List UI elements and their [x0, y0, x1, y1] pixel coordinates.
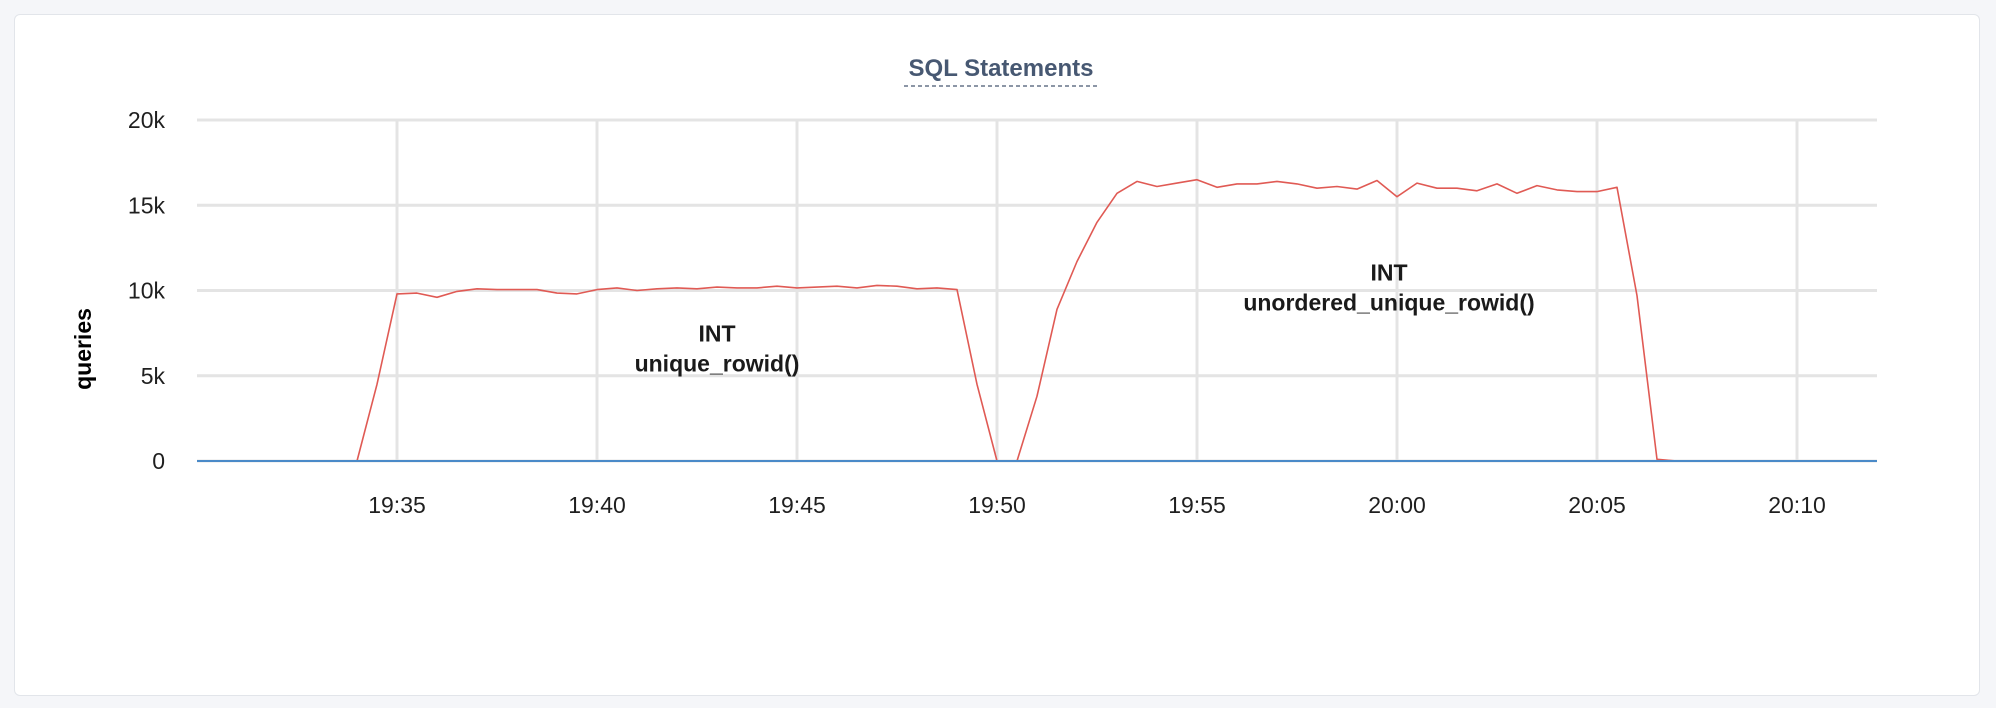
x-tick-label: 20:05: [1568, 492, 1626, 518]
annotation-2-line-1: INT: [1370, 259, 1407, 285]
y-tick-label: 0: [152, 448, 165, 474]
x-tick-label: 20:00: [1368, 492, 1426, 518]
annotation-1-line-1: INT: [698, 321, 735, 347]
annotation-layer: INT unique_rowid() INT unordered_unique_row…: [635, 259, 1535, 376]
series-layer: [197, 178, 1877, 462]
chart-title[interactable]: SQL Statements: [909, 55, 1094, 82]
grid: [197, 118, 1877, 463]
series-line-1: [197, 178, 1877, 462]
axis-layer: 0 5k 10k 15k 20k 19:35 19:40 19:45 19:50 19:55 20:…: [128, 107, 1826, 518]
x-tick-label: 19:50: [968, 492, 1026, 518]
annotation-2-line-2: unordered_unique_rowid(): [1243, 289, 1534, 315]
x-tick-label: 19:35: [368, 492, 426, 518]
chart-card: 0 5k 10k 15k 20k 19:35 19:40 19:45 19:50 19:55 20:…: [14, 14, 1980, 696]
x-tick-label: 19:45: [768, 492, 826, 518]
y-axis-label: queries: [70, 308, 96, 390]
annotation-1-line-2: unique_rowid(): [635, 351, 800, 377]
y-tick-label: 15k: [128, 192, 166, 218]
sql-statements-chart: 0 5k 10k 15k 20k 19:35 19:40 19:45 19:50 19:55 20:…: [70, 55, 1877, 518]
y-tick-label: 10k: [128, 278, 166, 304]
x-tick-label: 20:10: [1768, 492, 1826, 518]
x-tick-label: 19:40: [568, 492, 626, 518]
x-tick-label: 19:55: [1168, 492, 1226, 518]
y-tick-label: 20k: [128, 107, 166, 133]
y-tick-label: 5k: [141, 363, 166, 389]
